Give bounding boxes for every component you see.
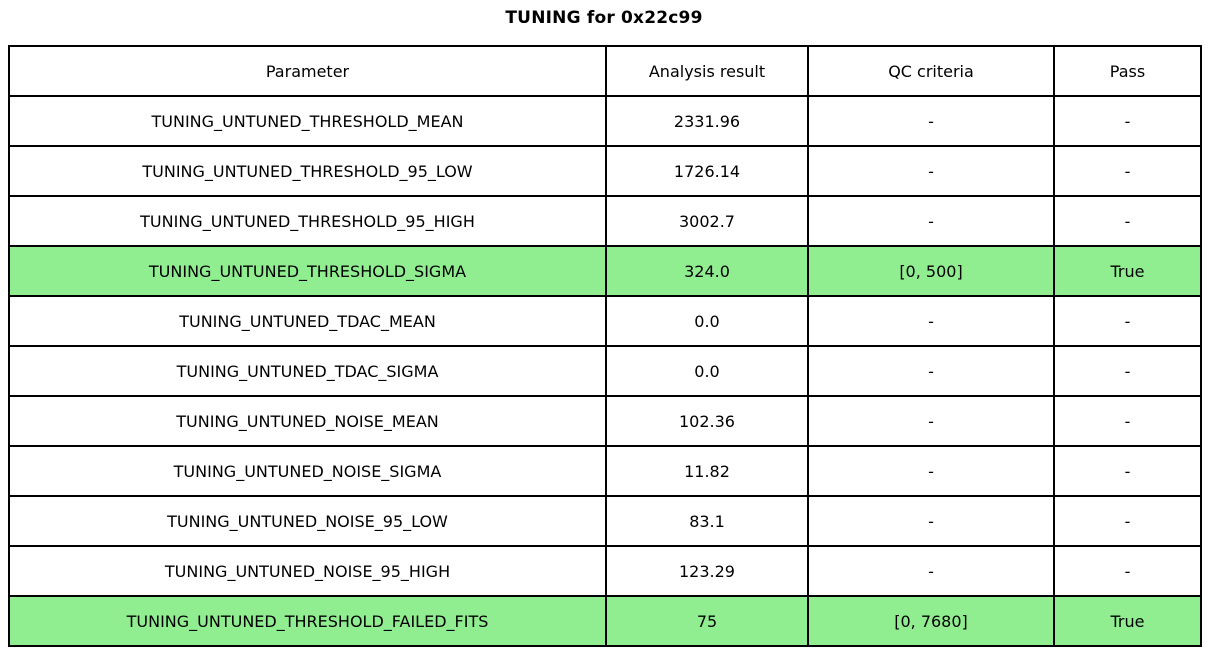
analysis-result-cell: 75 bbox=[605, 595, 809, 647]
parameter-cell: TUNING_UNTUNED_TDAC_SIGMA bbox=[8, 345, 607, 397]
pass-cell: True bbox=[1053, 595, 1202, 647]
table-row: TUNING_UNTUNED_NOISE_95_LOW 83.1- - bbox=[8, 495, 1202, 547]
analysis-result-cell: 0.0 bbox=[605, 345, 809, 397]
column-header-parameter: Parameter bbox=[8, 45, 607, 97]
page-title: TUNING for 0x22c99 bbox=[505, 8, 703, 28]
table-row: TUNING_UNTUNED_TDAC_SIGMA 0.0- - bbox=[8, 345, 1202, 397]
analysis-result-cell: 123.29 bbox=[605, 545, 809, 597]
parameter-cell: TUNING_UNTUNED_THRESHOLD_95_HIGH bbox=[8, 195, 607, 247]
table-row: TUNING_UNTUNED_THRESHOLD_95_LOW 1726.14- - bbox=[8, 145, 1202, 197]
pass-cell: - bbox=[1053, 395, 1202, 447]
qc-criteria-cell: [0, 500] bbox=[807, 245, 1055, 297]
parameter-cell: TUNING_UNTUNED_THRESHOLD_FAILED_FITS bbox=[8, 595, 607, 647]
qc-criteria-cell: - bbox=[807, 495, 1055, 547]
pass-cell: - bbox=[1053, 345, 1202, 397]
pass-cell: - bbox=[1053, 195, 1202, 247]
qc-criteria-cell: - bbox=[807, 345, 1055, 397]
qc-criteria-cell: - bbox=[807, 95, 1055, 147]
analysis-result-cell: 1726.14 bbox=[605, 145, 809, 197]
qc-criteria-cell: - bbox=[807, 445, 1055, 497]
table-row: TUNING_UNTUNED_NOISE_SIGMA 11.82- - bbox=[8, 445, 1202, 497]
analysis-result-cell: 324.0 bbox=[605, 245, 809, 297]
analysis-result-cell: 3002.7 bbox=[605, 195, 809, 247]
qc-criteria-cell: - bbox=[807, 395, 1055, 447]
table-body: TUNING_UNTUNED_THRESHOLD_MEAN 2331.96- - TU… bbox=[8, 95, 1202, 647]
parameter-cell: TUNING_UNTUNED_THRESHOLD_95_LOW bbox=[8, 145, 607, 197]
analysis-result-cell: 11.82 bbox=[605, 445, 809, 497]
header-row: Parameter Analysis result QC criteria Pass bbox=[8, 45, 1202, 97]
parameter-cell: TUNING_UNTUNED_NOISE_MEAN bbox=[8, 395, 607, 447]
qc-criteria-cell: - bbox=[807, 145, 1055, 197]
table-row: TUNING_UNTUNED_NOISE_95_HIGH 123.29- - bbox=[8, 545, 1202, 597]
table-row: TUNING_UNTUNED_NOISE_MEAN 102.36- - bbox=[8, 395, 1202, 447]
pass-cell: - bbox=[1053, 145, 1202, 197]
parameter-cell: TUNING_UNTUNED_THRESHOLD_SIGMA bbox=[8, 245, 607, 297]
parameter-cell: TUNING_UNTUNED_NOISE_95_HIGH bbox=[8, 545, 607, 597]
qc-criteria-cell: - bbox=[807, 295, 1055, 347]
analysis-result-cell: 83.1 bbox=[605, 495, 809, 547]
parameter-cell: TUNING_UNTUNED_NOISE_95_LOW bbox=[8, 495, 607, 547]
analysis-result-cell: 0.0 bbox=[605, 295, 809, 347]
qc-criteria-cell: - bbox=[807, 195, 1055, 247]
pass-cell: - bbox=[1053, 545, 1202, 597]
analysis-result-cell: 102.36 bbox=[605, 395, 809, 447]
parameter-cell: TUNING_UNTUNED_TDAC_MEAN bbox=[8, 295, 607, 347]
table-row: TUNING_UNTUNED_THRESHOLD_95_HIGH 3002.7- - bbox=[8, 195, 1202, 247]
pass-cell: - bbox=[1053, 95, 1202, 147]
analysis-result-cell: 2331.96 bbox=[605, 95, 809, 147]
table-row: TUNING_UNTUNED_TDAC_MEAN 0.0- - bbox=[8, 295, 1202, 347]
qc-results-table: Parameter Analysis result QC criteria Pass … bbox=[8, 45, 1202, 647]
column-header-pass: Pass bbox=[1053, 45, 1202, 97]
qc-criteria-cell: - bbox=[807, 545, 1055, 597]
pass-cell: True bbox=[1053, 245, 1202, 297]
column-header-analysis-result: Analysis result bbox=[605, 45, 809, 97]
table-row: TUNING_UNTUNED_THRESHOLD_SIGMA 324.0 [0, 5… bbox=[8, 245, 1202, 297]
parameter-cell: TUNING_UNTUNED_NOISE_SIGMA bbox=[8, 445, 607, 497]
pass-cell: - bbox=[1053, 295, 1202, 347]
column-header-qc-criteria: QC criteria bbox=[807, 45, 1055, 97]
pass-cell: - bbox=[1053, 445, 1202, 497]
parameter-cell: TUNING_UNTUNED_THRESHOLD_MEAN bbox=[8, 95, 607, 147]
qc-criteria-cell: [0, 7680] bbox=[807, 595, 1055, 647]
pass-cell: - bbox=[1053, 495, 1202, 547]
table-row: TUNING_UNTUNED_THRESHOLD_FAILED_FITS 75 [0… bbox=[8, 595, 1202, 647]
table-row: TUNING_UNTUNED_THRESHOLD_MEAN 2331.96- - bbox=[8, 95, 1202, 147]
